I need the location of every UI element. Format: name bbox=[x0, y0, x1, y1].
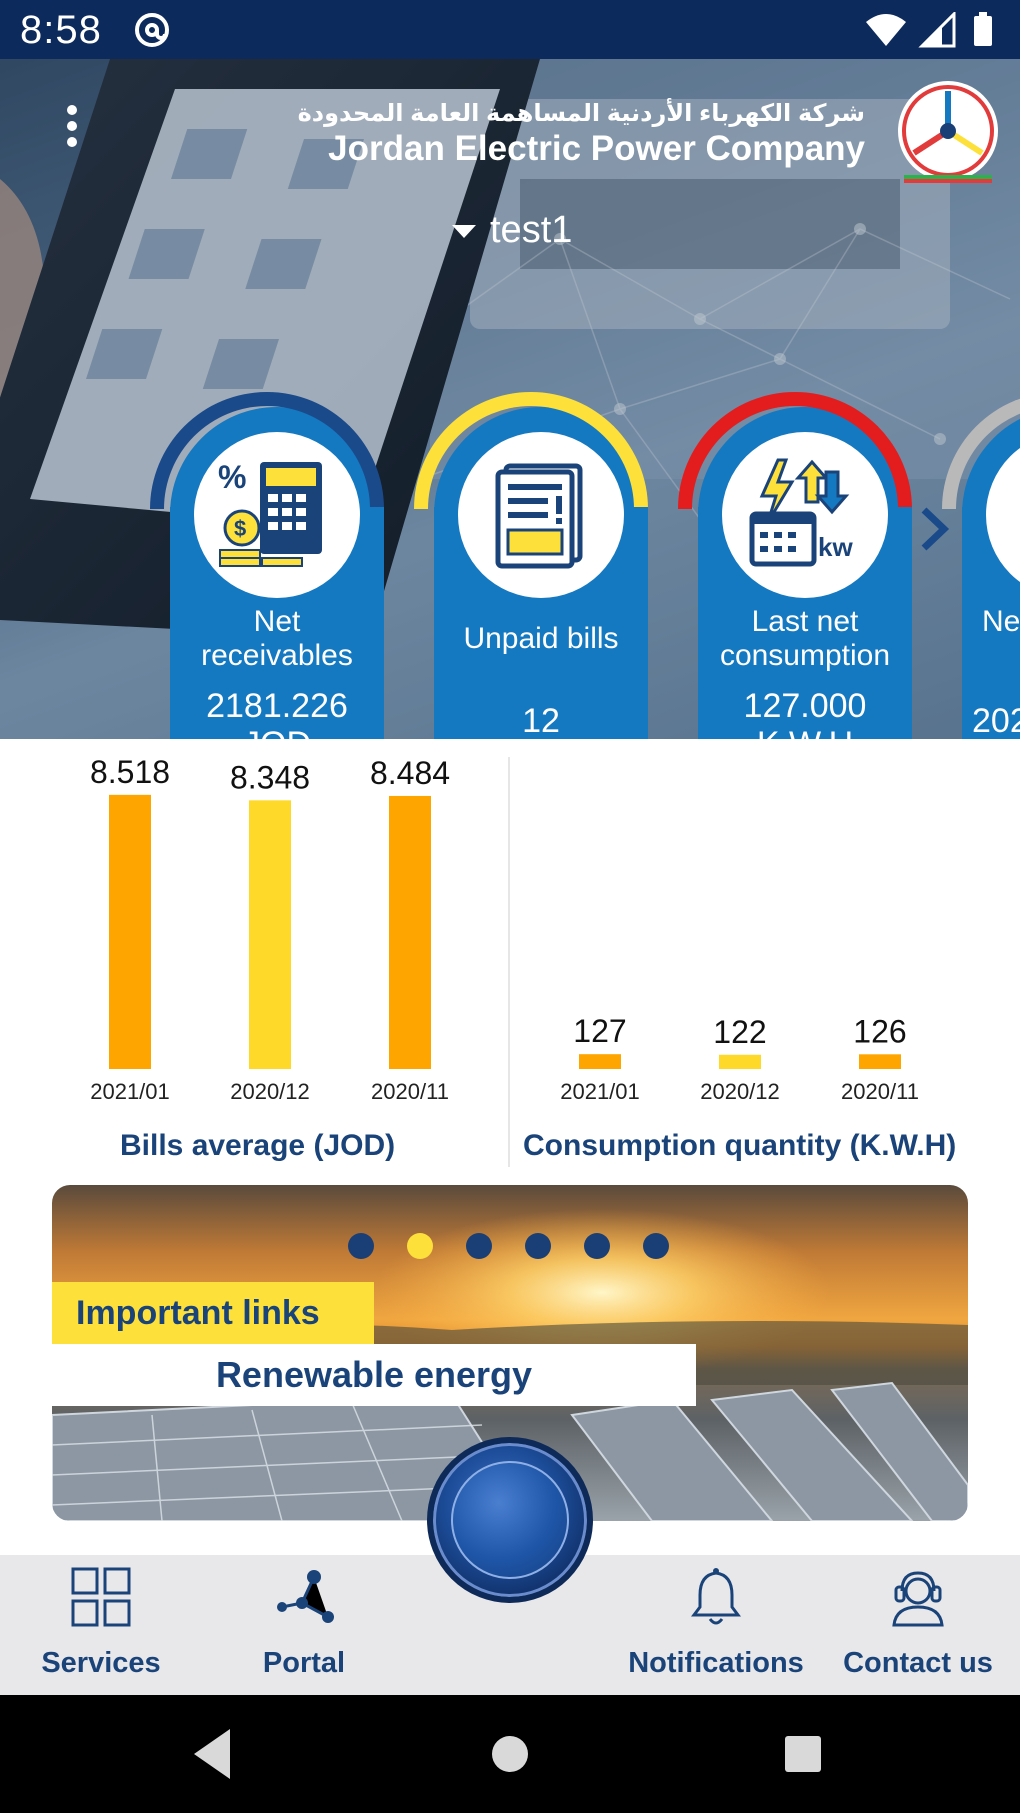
card-title: Net bbox=[253, 605, 301, 638]
nav-label: Notifications bbox=[628, 1647, 804, 1679]
bar-2020/12 bbox=[719, 1054, 761, 1069]
card-unit: K.W.H bbox=[757, 725, 853, 739]
grid-icon bbox=[71, 1567, 131, 1627]
bar-value-label: 8.518 bbox=[90, 754, 170, 790]
nav-label: Contact us bbox=[843, 1647, 993, 1679]
bar-2020/12 bbox=[249, 800, 291, 1069]
account-selector[interactable]: test1 bbox=[452, 209, 572, 252]
carousel-dot[interactable] bbox=[643, 1233, 669, 1259]
account-name: test1 bbox=[490, 209, 573, 251]
status-icons bbox=[866, 12, 992, 48]
svg-text:$: $ bbox=[234, 516, 246, 541]
carousel-dot-active[interactable] bbox=[407, 1233, 433, 1259]
chevron-right-icon[interactable] bbox=[918, 504, 950, 554]
bell-icon bbox=[691, 1568, 741, 1625]
battery-icon bbox=[974, 12, 992, 46]
bill-document-icon bbox=[458, 432, 624, 598]
status-bar: 8:58 bbox=[0, 0, 1020, 59]
wifi-icon bbox=[866, 14, 906, 46]
nav-label: Portal bbox=[262, 1647, 346, 1679]
bar-value-label: 126 bbox=[853, 1013, 906, 1049]
svg-text:%: % bbox=[218, 459, 246, 495]
bar-category-label: 2020/11 bbox=[371, 1079, 449, 1104]
brand-name-arabic: شركة الكهرباء الأردنية المساهمة العامة ا… bbox=[297, 100, 865, 127]
card-value: 2181.226 bbox=[206, 687, 348, 725]
carousel-indicators bbox=[348, 1233, 702, 1261]
company-logo bbox=[898, 81, 998, 183]
overflow-menu-icon[interactable] bbox=[60, 105, 84, 155]
carousel-dot[interactable] bbox=[584, 1233, 610, 1259]
status-time: 8:58 bbox=[20, 8, 102, 52]
bar-value-label: 122 bbox=[713, 1014, 766, 1050]
calculator-coins-icon: % $ bbox=[194, 432, 360, 598]
nav-notifications[interactable]: Notifications bbox=[626, 1555, 806, 1695]
support-agent-icon bbox=[892, 1571, 944, 1627]
at-sign-icon bbox=[135, 13, 169, 47]
bar-2020/11 bbox=[859, 1054, 901, 1069]
nav-services[interactable]: Services bbox=[11, 1555, 191, 1695]
card-title-line2: consumption bbox=[719, 639, 891, 672]
bar-value-label: 8.348 bbox=[230, 759, 310, 795]
center-action-button[interactable] bbox=[427, 1437, 593, 1603]
brand-name-english: Jordan Electric Power Company bbox=[328, 129, 865, 168]
carousel-dot[interactable] bbox=[348, 1233, 374, 1259]
carousel-dot[interactable] bbox=[525, 1233, 551, 1259]
renewable-energy-label[interactable]: Renewable energy bbox=[52, 1344, 696, 1406]
card-unit: JOD bbox=[243, 725, 311, 739]
bar-category-label: 2020/12 bbox=[230, 1079, 310, 1104]
recents-icon bbox=[785, 1736, 821, 1772]
dropdown-triangle-icon bbox=[452, 225, 476, 239]
bar-2021/01 bbox=[579, 1054, 621, 1069]
nav-portal[interactable]: Portal bbox=[214, 1555, 394, 1695]
charts-section: 8.518 2021/01 8.348 2020/12 8.484 2020/11 127 2… bbox=[0, 739, 1020, 1179]
important-links-label: Important links bbox=[52, 1282, 374, 1344]
card-value: 12 bbox=[522, 702, 560, 739]
system-navigation-bar bbox=[0, 1695, 1020, 1813]
bar-value-label: 8.484 bbox=[370, 755, 450, 791]
card-unpaid-bills[interactable]: Unpaid bills 12 bbox=[414, 392, 648, 739]
energy-kw-icon: kw bbox=[722, 432, 888, 598]
bar-category-label: 2020/11 bbox=[841, 1079, 919, 1104]
chart-title-bills-average: Bills average (JOD) bbox=[120, 1129, 396, 1162]
back-icon bbox=[194, 1729, 230, 1779]
network-nodes-icon bbox=[277, 1570, 334, 1623]
nav-label: Services bbox=[41, 1647, 161, 1679]
bar-category-label: 2020/12 bbox=[700, 1079, 780, 1104]
home-icon bbox=[492, 1736, 528, 1772]
chart-title-consumption: Consumption quantity (K.W.H) bbox=[523, 1129, 957, 1162]
svg-text:kw: kw bbox=[818, 532, 853, 562]
carousel-dot[interactable] bbox=[466, 1233, 492, 1259]
card-title: Last net bbox=[751, 605, 859, 638]
card-value: 127.000 bbox=[743, 687, 867, 725]
bar-value-label: 127 bbox=[573, 1013, 626, 1049]
bar-category-label: 2021/01 bbox=[560, 1079, 640, 1104]
bar-category-label: 2021/01 bbox=[90, 1079, 170, 1104]
card-title: Ne bbox=[982, 605, 1020, 638]
hero-section: شركة الكهرباء الأردنية المساهمة العامة ا… bbox=[0, 59, 1020, 739]
card-title: Unpaid bills bbox=[463, 622, 619, 655]
signal-icon bbox=[918, 12, 956, 48]
card-value: 202 bbox=[972, 702, 1020, 739]
bar-2020/11 bbox=[389, 795, 431, 1069]
charts-divider bbox=[508, 757, 510, 1167]
bar-2021/01 bbox=[109, 794, 151, 1069]
nav-contact-us[interactable]: Contact us bbox=[828, 1555, 1008, 1695]
card-partial[interactable]: Ne 202 bbox=[942, 392, 1020, 739]
card-title-line2: receivables bbox=[201, 639, 353, 672]
charts-canvas: 8.518 2021/01 8.348 2020/12 8.484 2020/11 127 2… bbox=[90, 754, 919, 1104]
